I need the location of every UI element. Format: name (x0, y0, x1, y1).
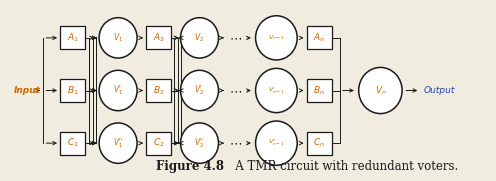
Bar (146, 132, 171, 155)
Ellipse shape (255, 68, 297, 113)
Text: $V_2''$: $V_2''$ (194, 136, 205, 150)
Bar (307, 26, 332, 49)
Text: $V_2$: $V_2$ (194, 32, 204, 44)
Text: $B_2$: $B_2$ (153, 84, 165, 97)
Ellipse shape (99, 70, 137, 111)
Text: $V_1$: $V_1$ (113, 32, 123, 44)
Ellipse shape (359, 68, 402, 113)
Bar (307, 132, 332, 155)
Text: $C_2$: $C_2$ (153, 137, 165, 149)
Bar (61, 79, 85, 102)
Ellipse shape (181, 18, 219, 58)
Text: Figure 4.8: Figure 4.8 (156, 160, 224, 173)
Ellipse shape (255, 16, 297, 60)
Text: $V_n$: $V_n$ (374, 84, 386, 97)
Bar (146, 26, 171, 49)
Text: $A_2$: $A_2$ (153, 32, 165, 44)
Text: $V_2'$: $V_2'$ (194, 84, 204, 97)
Ellipse shape (99, 123, 137, 163)
Text: $V_{n-1}'$: $V_{n-1}'$ (268, 85, 285, 96)
Text: $C_n$: $C_n$ (313, 137, 325, 149)
Bar (146, 79, 171, 102)
Text: $A_1$: $A_1$ (67, 32, 79, 44)
Text: $V_{n-1}$: $V_{n-1}$ (268, 33, 285, 42)
Ellipse shape (181, 123, 219, 163)
Text: $A_n$: $A_n$ (313, 32, 325, 44)
Bar (61, 26, 85, 49)
Ellipse shape (181, 70, 219, 111)
Text: A TMR circuit with redundant voters.: A TMR circuit with redundant voters. (224, 160, 459, 173)
Text: $V_1'$: $V_1'$ (113, 84, 123, 97)
Bar (307, 79, 332, 102)
Text: $\cdots$: $\cdots$ (229, 31, 242, 44)
Text: $\cdots$: $\cdots$ (229, 137, 242, 150)
Ellipse shape (99, 18, 137, 58)
Text: Output: Output (424, 86, 455, 95)
Text: $\cdots$: $\cdots$ (229, 84, 242, 97)
Ellipse shape (255, 121, 297, 165)
Bar (61, 132, 85, 155)
Text: $C_1$: $C_1$ (67, 137, 79, 149)
Text: $B_n$: $B_n$ (313, 84, 325, 97)
Text: $V_1''$: $V_1''$ (113, 136, 124, 150)
Text: Input: Input (14, 86, 41, 95)
Text: $V_{n-1}''$: $V_{n-1}''$ (268, 138, 285, 148)
Text: $B_1$: $B_1$ (67, 84, 79, 97)
